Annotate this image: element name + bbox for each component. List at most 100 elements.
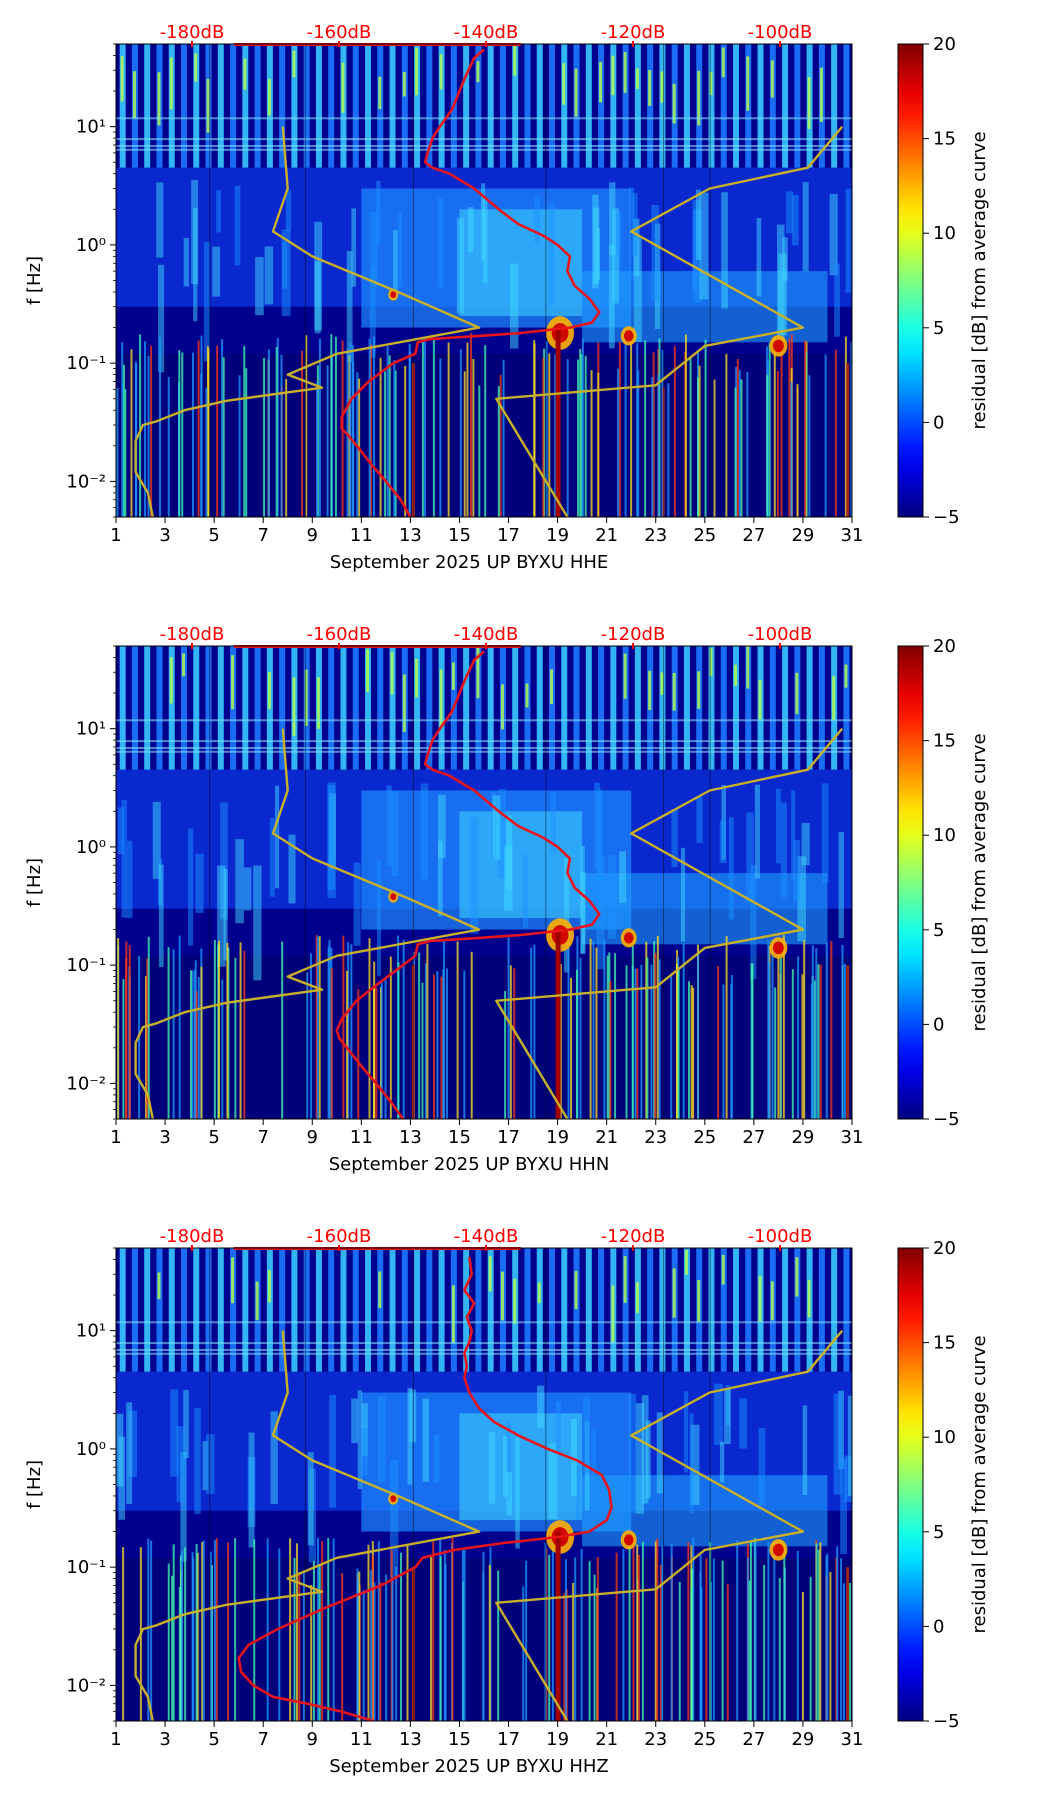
x-tick-label: 19 — [546, 1729, 569, 1750]
colorbar-tick-label: −5 — [933, 1109, 960, 1130]
x-tick-label: 11 — [350, 1127, 373, 1148]
y-tick-label: 10¹ — [76, 719, 106, 740]
db-scale-label: -140dB — [454, 1226, 519, 1247]
colorbar-tick-label: −5 — [933, 507, 960, 528]
noise-model-low-curve — [134, 126, 481, 517]
x-axis-label: September 2025 UP BYXU HHN — [329, 1154, 610, 1175]
noise-model-high-curve — [495, 727, 844, 1119]
noise-model-high-curve — [495, 125, 844, 517]
db-scale-label: -160dB — [307, 1226, 372, 1247]
colorbar-tick-label: 15 — [933, 731, 956, 752]
x-tick-label: 29 — [791, 1127, 814, 1148]
average-psd-curve — [340, 48, 601, 517]
x-tick-label: 9 — [307, 525, 318, 546]
x-tick-label: 3 — [159, 1127, 170, 1148]
colorbar-tick-label: 10 — [933, 825, 956, 846]
x-tick-label: 7 — [257, 1127, 268, 1148]
db-scale-label: -140dB — [454, 624, 519, 645]
db-scale-label: -120dB — [601, 1226, 666, 1247]
colorbar-label: residual [dB] from average curve — [969, 1335, 990, 1633]
y-tick-label: 10⁻² — [66, 1073, 106, 1094]
colorbar-tick-label: 0 — [933, 1014, 944, 1035]
x-tick-label: 27 — [742, 525, 765, 546]
y-tick-label: 10⁻² — [66, 1675, 106, 1696]
x-tick-label: 3 — [159, 525, 170, 546]
db-scale-label: -120dB — [601, 22, 666, 43]
colorbar-tick-label: 10 — [933, 223, 956, 244]
x-tick-label: 17 — [497, 525, 520, 546]
colorbar-tick-label: 5 — [933, 318, 944, 339]
y-tick-label: 10⁻¹ — [66, 955, 106, 976]
db-scale-label: -100dB — [748, 624, 813, 645]
db-scale-label: -100dB — [748, 1226, 813, 1247]
y-axis-label: f [Hz] — [24, 1460, 45, 1509]
noise-model-low-curve — [134, 728, 481, 1119]
x-tick-label: 31 — [841, 1729, 864, 1750]
db-scale-label: -180dB — [160, 1226, 225, 1247]
x-tick-label: 27 — [742, 1127, 765, 1148]
x-tick-label: 25 — [693, 1127, 716, 1148]
x-tick-label: 1 — [110, 525, 121, 546]
colorbar-tick-label: 20 — [933, 1238, 956, 1259]
x-tick-label: 31 — [841, 525, 864, 546]
average-psd-curve — [237, 1256, 613, 1721]
x-tick-label: 7 — [257, 525, 268, 546]
x-tick-label: 13 — [399, 525, 422, 546]
x-tick-label: 1 — [110, 1729, 121, 1750]
spectrogram-heatmap — [116, 1248, 852, 1721]
x-tick-label: 15 — [448, 1729, 471, 1750]
noise-model-high-curve — [495, 1329, 844, 1721]
db-scale-label: -180dB — [160, 22, 225, 43]
x-tick-label: 25 — [693, 525, 716, 546]
colorbar-tick-label: −5 — [933, 1711, 960, 1732]
colorbar-tick-label: 5 — [933, 920, 944, 941]
x-tick-label: 23 — [644, 1729, 667, 1750]
average-psd-curve — [335, 650, 601, 1119]
x-tick-label: 23 — [644, 1127, 667, 1148]
x-tick-label: 29 — [791, 525, 814, 546]
y-tick-label: 10⁰ — [76, 837, 106, 858]
y-tick-label: 10⁻² — [66, 471, 106, 492]
x-tick-label: 15 — [448, 1127, 471, 1148]
x-tick-label: 5 — [208, 525, 219, 546]
colorbar-tick-label: 5 — [933, 1522, 944, 1543]
x-tick-label: 13 — [399, 1729, 422, 1750]
x-tick-label: 25 — [693, 1729, 716, 1750]
x-tick-label: 3 — [159, 1729, 170, 1750]
x-tick-label: 19 — [546, 525, 569, 546]
x-tick-label: 13 — [399, 1127, 422, 1148]
spectrogram-panel-hhn: -180dB -160dB -140dB -120dB -100dB 1 3 5 7 9 11 13 1… — [0, 602, 1052, 1204]
y-tick-label: 10⁻¹ — [66, 353, 106, 374]
x-axis-label: September 2025 UP BYXU HHE — [330, 552, 609, 573]
db-scale-label: -140dB — [454, 22, 519, 43]
x-tick-label: 11 — [350, 1729, 373, 1750]
y-axis-label: f [Hz] — [24, 858, 45, 907]
y-tick-label: 10⁰ — [76, 1439, 106, 1460]
x-tick-label: 21 — [595, 525, 618, 546]
db-scale-label: -120dB — [601, 624, 666, 645]
x-tick-label: 7 — [257, 1729, 268, 1750]
db-scale-label: -160dB — [307, 624, 372, 645]
colorbar-tick-label: 20 — [933, 34, 956, 55]
x-tick-label: 27 — [742, 1729, 765, 1750]
spectrogram-heatmap — [116, 44, 852, 517]
x-tick-label: 21 — [595, 1127, 618, 1148]
x-tick-label: 5 — [208, 1127, 219, 1148]
y-tick-label: 10¹ — [76, 117, 106, 138]
x-tick-label: 15 — [448, 525, 471, 546]
x-tick-label: 9 — [307, 1729, 318, 1750]
x-tick-label: 23 — [644, 525, 667, 546]
y-tick-label: 10⁻¹ — [66, 1557, 106, 1578]
colorbar-tick-label: 20 — [933, 636, 956, 657]
colorbar — [897, 645, 924, 1120]
y-axis-label: f [Hz] — [24, 256, 45, 305]
spectrogram-panel-hhe: -180dB -160dB -140dB -120dB -100dB 1 3 5 7 9 11 13 1… — [0, 0, 1052, 602]
y-tick-label: 10⁰ — [76, 235, 106, 256]
spectrogram-panel-hhz: -180dB -160dB -140dB -120dB -100dB 1 3 5 7 9 11 13 1… — [0, 1204, 1052, 1806]
x-tick-label: 17 — [497, 1729, 520, 1750]
colorbar-label: residual [dB] from average curve — [969, 733, 990, 1031]
db-scale-label: -100dB — [748, 22, 813, 43]
spectrogram-heatmap — [116, 646, 852, 1119]
